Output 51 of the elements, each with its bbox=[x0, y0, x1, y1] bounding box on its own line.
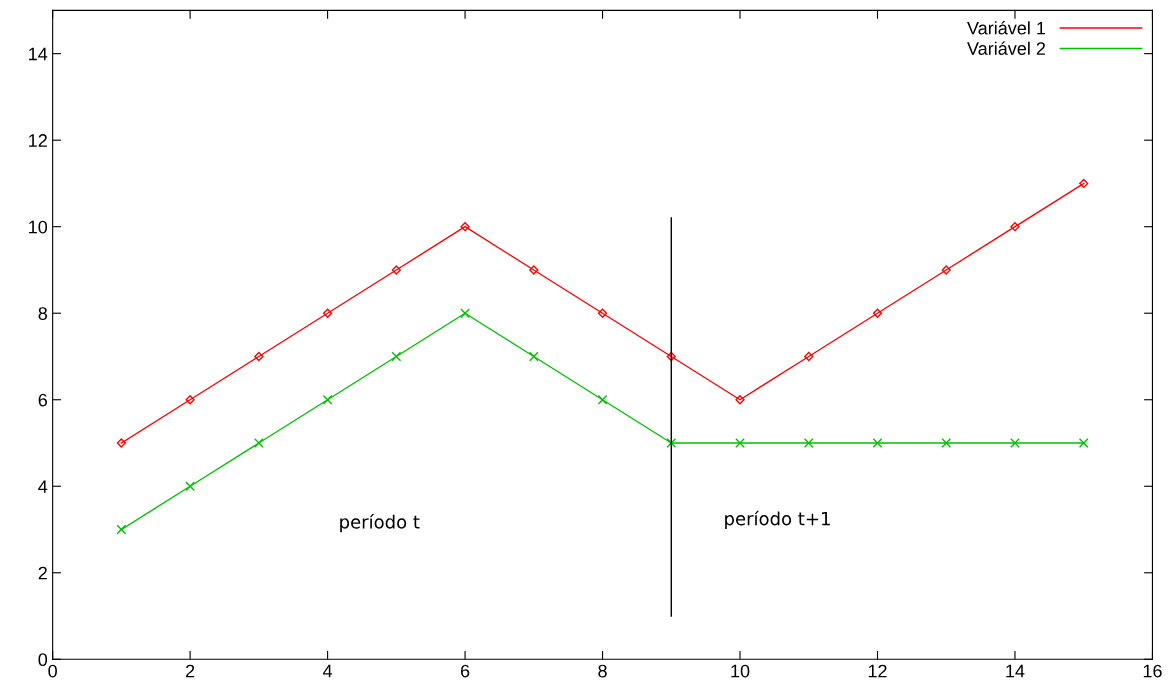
point bbox=[391, 351, 402, 362]
y-tick-label: 4 bbox=[38, 480, 48, 493]
point bbox=[872, 438, 883, 448]
x-tick-label: 4 bbox=[322, 664, 333, 678]
y-tick-label: 14 bbox=[29, 47, 48, 61]
point bbox=[941, 265, 951, 275]
point bbox=[597, 308, 608, 318]
annotation: período t bbox=[340, 513, 420, 533]
point bbox=[322, 308, 333, 318]
x-tick-label: 2 bbox=[186, 664, 195, 678]
point bbox=[941, 438, 952, 448]
y-tick-label: 6 bbox=[38, 393, 47, 407]
x-tick-label: 16 bbox=[1143, 664, 1162, 678]
x-tick-label: 0 bbox=[48, 664, 57, 678]
point bbox=[666, 438, 677, 448]
point bbox=[460, 308, 470, 319]
point bbox=[460, 222, 470, 232]
point bbox=[1010, 438, 1020, 448]
x-tick-label: 10 bbox=[731, 664, 750, 678]
point bbox=[254, 351, 264, 362]
point bbox=[1078, 438, 1089, 448]
point bbox=[185, 395, 195, 405]
x-tick-label: 12 bbox=[868, 664, 887, 678]
legend-label: Variável 1 bbox=[967, 21, 1046, 35]
point bbox=[391, 265, 401, 275]
x-tick-label: 14 bbox=[1006, 664, 1025, 678]
point bbox=[322, 394, 333, 405]
y-tick-label: 12 bbox=[29, 134, 47, 147]
point bbox=[666, 351, 676, 362]
point bbox=[116, 524, 127, 535]
x-tick-label: 8 bbox=[598, 664, 607, 678]
point bbox=[597, 394, 608, 405]
point bbox=[1010, 222, 1020, 232]
x-tick-label: 6 bbox=[460, 664, 470, 678]
y-tick-label: 10 bbox=[29, 220, 48, 234]
y-tick-label: 8 bbox=[38, 307, 47, 320]
point bbox=[116, 438, 127, 448]
y-tick-label: 0 bbox=[38, 653, 48, 667]
y-tick-label: 2 bbox=[38, 566, 47, 580]
point bbox=[185, 481, 195, 492]
point bbox=[872, 308, 883, 318]
legend-label: Variável 2 bbox=[967, 41, 1046, 55]
point bbox=[803, 438, 814, 448]
point bbox=[528, 351, 539, 362]
point bbox=[1079, 178, 1089, 189]
point bbox=[735, 395, 745, 405]
annotation: período t+1 bbox=[725, 510, 830, 529]
point bbox=[254, 438, 264, 448]
point bbox=[804, 351, 814, 362]
point bbox=[529, 265, 539, 275]
point bbox=[735, 438, 745, 448]
